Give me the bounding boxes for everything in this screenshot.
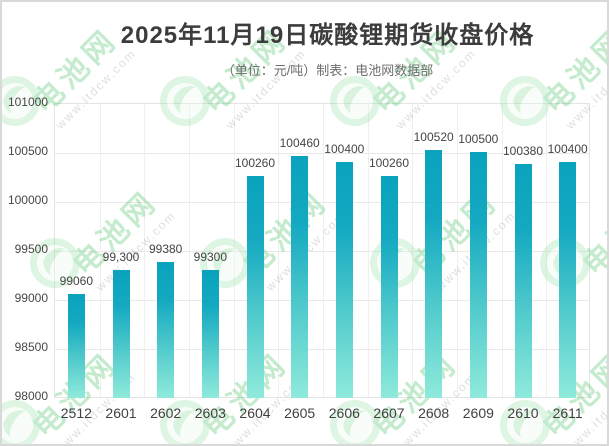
x-tick-label: 2512 — [60, 405, 92, 421]
v-gridline — [546, 104, 548, 397]
y-tick-label: 100500 — [7, 144, 48, 158]
chart-subtitle: （单位：元/吨）制表：电池网数据部 — [221, 63, 434, 78]
y-tick-label: 100000 — [7, 193, 48, 207]
v-gridline — [457, 104, 458, 397]
h-gridline — [55, 153, 589, 154]
x-tick-label: 2605 — [284, 405, 316, 421]
x-tick-label: 2601 — [105, 405, 137, 421]
v-gridline — [99, 104, 101, 397]
h-gridline — [55, 202, 589, 203]
v-gridline — [189, 104, 190, 397]
h-gridline — [55, 300, 589, 301]
x-tick-label: 2608 — [418, 405, 450, 421]
x-tick-label: 2607 — [373, 405, 405, 421]
chart-title: 2025年11月19日碳酸锂期货收盘价格 — [120, 22, 535, 49]
plot-area — [54, 103, 590, 398]
x-tick-label: 2604 — [239, 405, 271, 421]
v-gridline — [501, 104, 503, 397]
v-gridline — [233, 104, 235, 397]
v-gridline — [412, 104, 414, 397]
x-tick-label: 2606 — [328, 405, 360, 421]
h-gridline — [55, 251, 589, 252]
v-gridline — [323, 104, 324, 397]
y-tick-label: 99500 — [14, 242, 48, 256]
x-tick-label: 2610 — [507, 405, 539, 421]
y-tick-label: 98500 — [14, 340, 48, 354]
h-gridline — [55, 349, 589, 350]
y-tick-label: 98000 — [14, 389, 48, 403]
v-gridline — [144, 104, 146, 397]
logo-swirl-icon — [2, 404, 41, 444]
x-tick-label: 2603 — [194, 405, 226, 421]
v-gridline — [367, 104, 369, 397]
battery-network-logo-icon — [2, 400, 41, 444]
v-gridline — [278, 104, 280, 397]
x-tick-label: 2611 — [552, 405, 583, 421]
y-tick-label: 99000 — [14, 291, 48, 305]
x-tick-label: 2602 — [150, 405, 182, 421]
watermark-url-text: www.itdcw.com — [603, 208, 609, 294]
y-tick-label: 101000 — [7, 95, 48, 109]
x-tick-label: 2609 — [462, 405, 494, 421]
